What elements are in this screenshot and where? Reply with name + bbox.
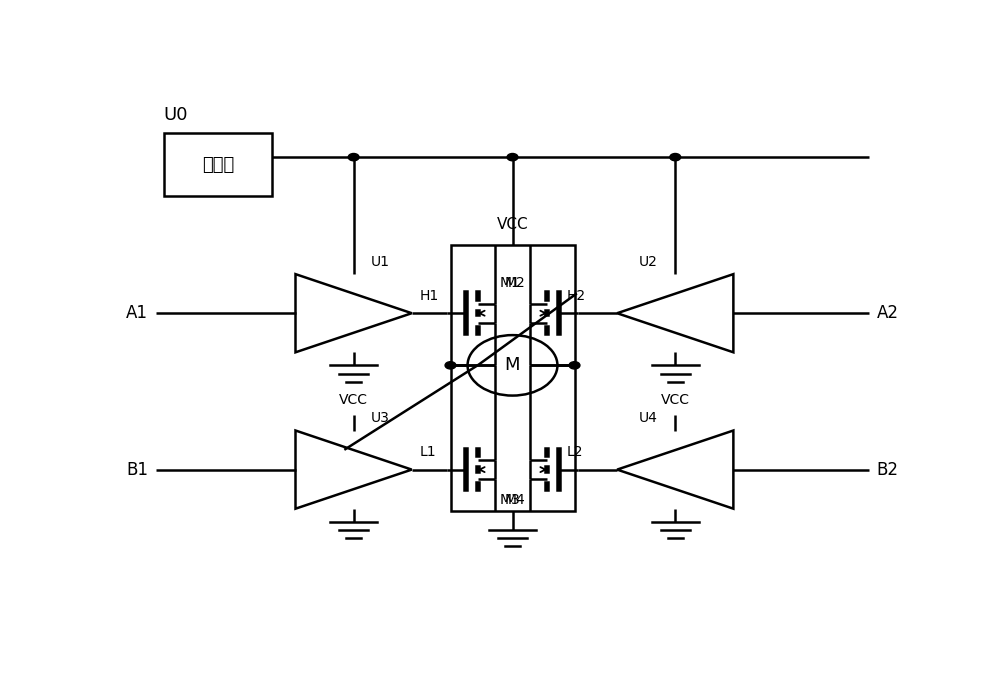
Circle shape (569, 362, 580, 369)
Text: U2: U2 (639, 255, 658, 269)
Text: U3: U3 (371, 412, 390, 425)
Circle shape (348, 154, 359, 161)
Text: A2: A2 (877, 304, 899, 322)
Bar (164, 133, 272, 196)
Text: U0: U0 (164, 106, 188, 124)
Circle shape (670, 154, 681, 161)
Text: U4: U4 (639, 412, 658, 425)
Text: H1: H1 (420, 289, 439, 303)
Text: L1: L1 (420, 445, 436, 459)
Text: VCC: VCC (661, 393, 690, 407)
Text: M3: M3 (499, 493, 520, 507)
Text: H2: H2 (567, 289, 586, 303)
Bar (450, 246, 574, 511)
Circle shape (507, 154, 518, 161)
Text: B2: B2 (877, 460, 899, 479)
Text: A1: A1 (126, 304, 148, 322)
Text: 电荷泵: 电荷泵 (202, 156, 234, 173)
Text: L2: L2 (567, 445, 583, 459)
Text: M1: M1 (499, 276, 520, 290)
Text: M4: M4 (505, 493, 526, 507)
Text: M2: M2 (505, 276, 526, 290)
Text: VCC: VCC (339, 393, 368, 407)
Text: B1: B1 (126, 460, 148, 479)
Text: U1: U1 (371, 255, 390, 269)
Text: M: M (505, 356, 520, 374)
Circle shape (445, 362, 456, 369)
Text: VCC: VCC (497, 217, 528, 232)
